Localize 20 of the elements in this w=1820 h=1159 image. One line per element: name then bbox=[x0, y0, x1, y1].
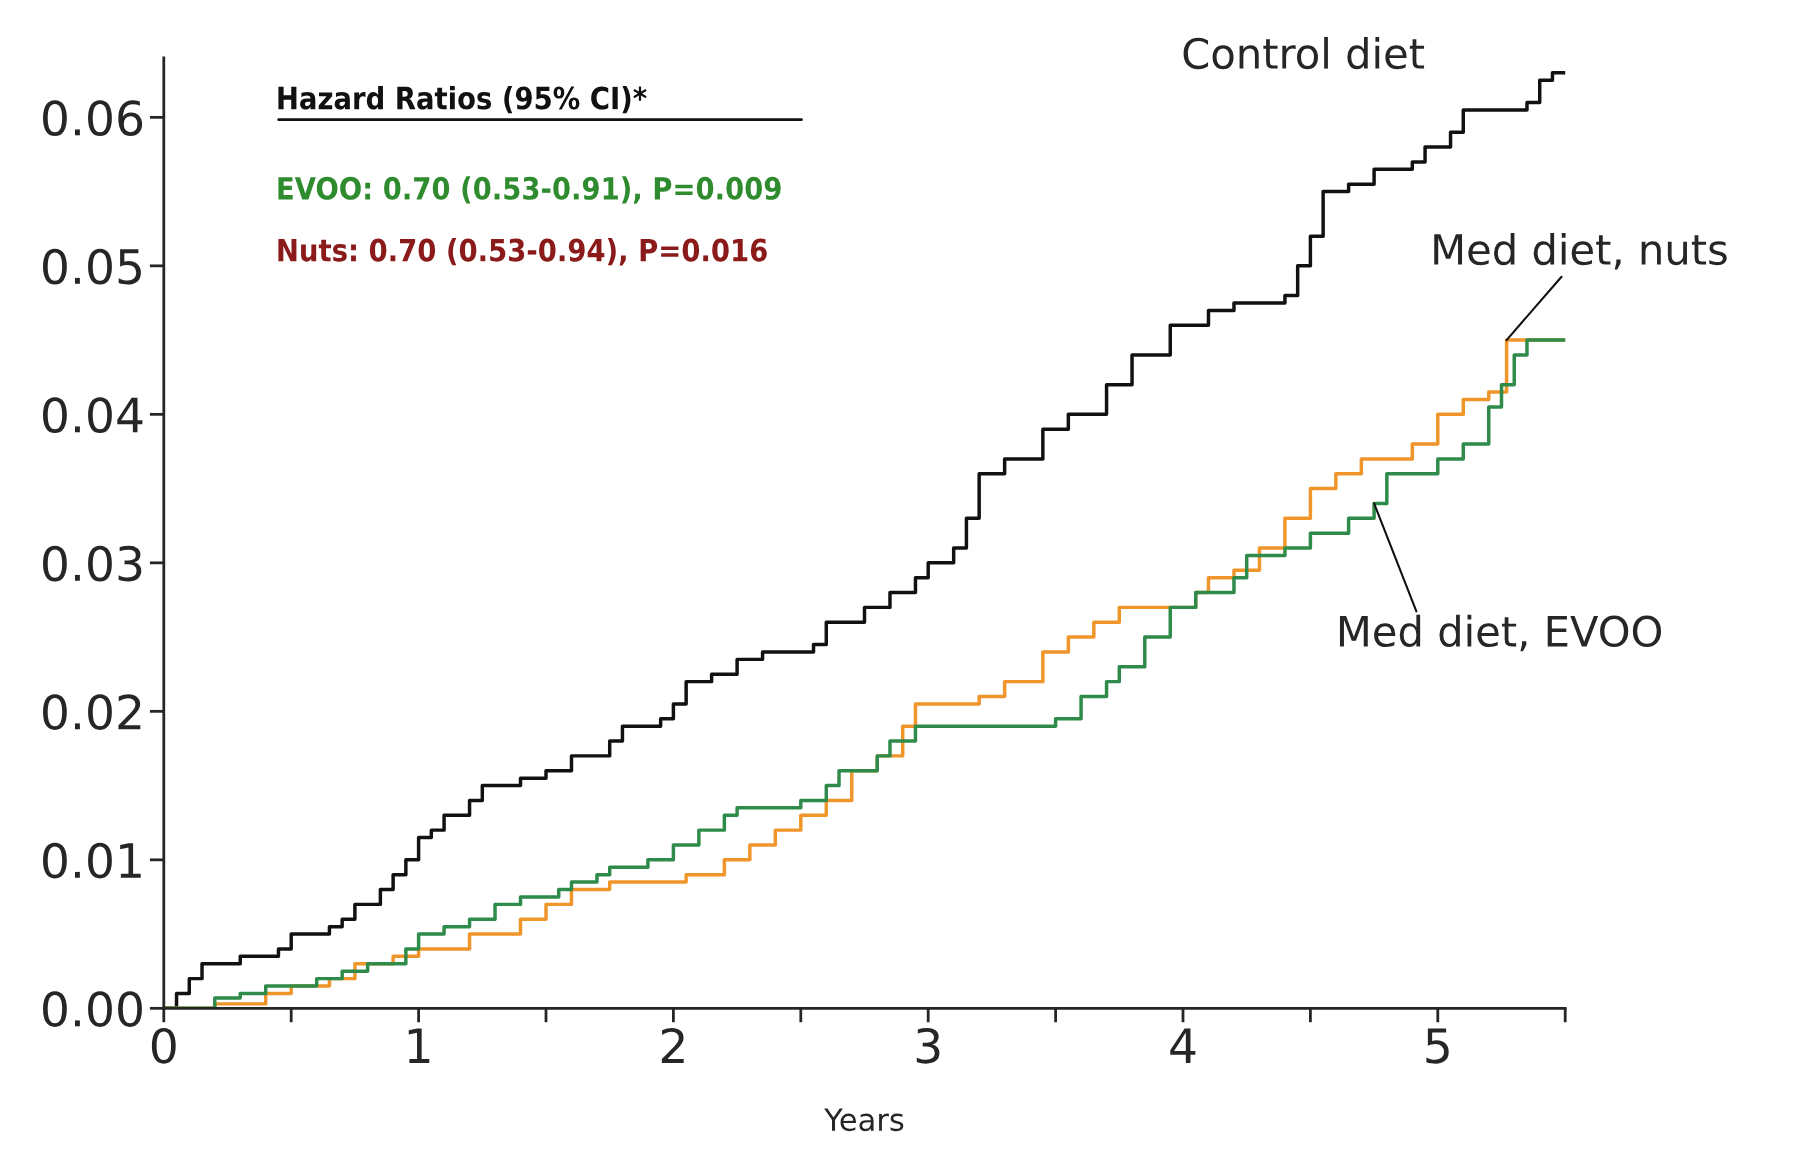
annotation: Nuts: 0.70 (0.53-0.94), P=0.016 bbox=[278, 238, 767, 266]
y-tick-label: 0.01 bbox=[43, 842, 141, 879]
x-tick-label: 0 bbox=[151, 1027, 176, 1064]
x-tick-label: 2 bbox=[661, 1027, 684, 1063]
y-tick-label: 0.03 bbox=[43, 545, 142, 582]
x-tick-label: 3 bbox=[916, 1027, 940, 1064]
x-tick-label: 4 bbox=[1170, 1028, 1196, 1063]
y-tick-label: 0.00 bbox=[43, 991, 142, 1027]
series-label: Control diet bbox=[1183, 36, 1425, 70]
y-tick-label: 0.04 bbox=[43, 397, 143, 433]
y-tick-label: 0.02 bbox=[43, 694, 141, 730]
x-tick-label: 5 bbox=[1426, 1028, 1449, 1064]
annotation: EVOO: 0.70 (0.53-0.91), P=0.009 bbox=[278, 176, 781, 204]
text: Med diet, nuts bbox=[1434, 232, 1727, 270]
series-label: Med diet, EVOO bbox=[1339, 614, 1661, 652]
x-tick-label: 1 bbox=[408, 1028, 430, 1063]
annotation: Hazard Ratios (95% CI)* bbox=[278, 85, 647, 114]
y-tick-label: 0.05 bbox=[43, 248, 141, 285]
y-tick-label: 0.06 bbox=[43, 100, 143, 136]
x-axis-title: Years bbox=[824, 1108, 904, 1132]
